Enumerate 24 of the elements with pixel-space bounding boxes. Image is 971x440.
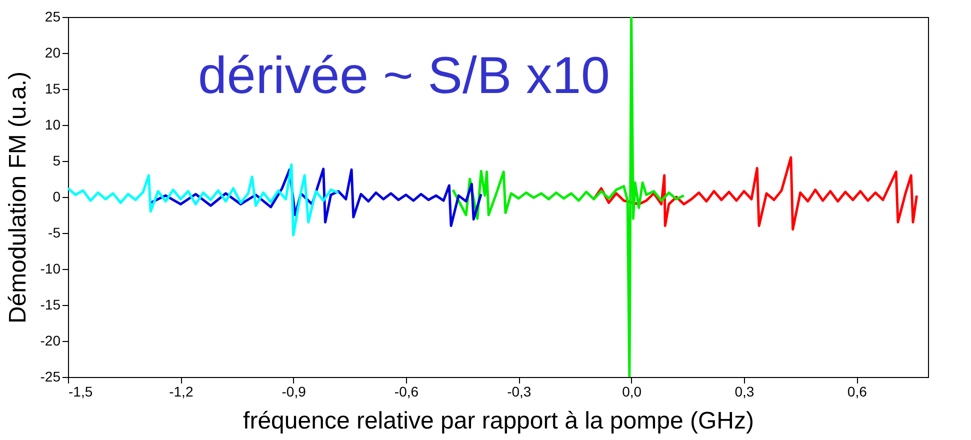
y-tick-label: 0 [52, 188, 61, 204]
y-tick-label: 25 [44, 8, 61, 24]
x-tick-label: -0,6 [394, 384, 419, 400]
x-tick-label: -0,9 [282, 384, 306, 400]
x-tick-label: -0,3 [507, 384, 532, 400]
line-series [68, 163, 340, 236]
y-tick-label: -25 [40, 368, 61, 384]
line-series [592, 156, 918, 231]
y-tick-label: 5 [52, 152, 61, 168]
y-tick-label: -15 [40, 296, 61, 312]
x-axis-title: fréquence relative par rapport à la pompe (GHz) [243, 408, 754, 434]
x-tick-label: 0,0 [622, 384, 642, 400]
x-tick-label: -1,5 [68, 384, 93, 400]
x-tick-label: 0,6 [847, 384, 868, 400]
y-tick-label: 15 [44, 80, 61, 96]
y-tick-label: 20 [44, 44, 61, 60]
y-tick-label: -20 [40, 332, 61, 348]
x-tick-label: -1,2 [169, 384, 194, 400]
y-axis-title: Démodulation FM (u.a.) [4, 71, 32, 324]
y-tick-label: -5 [48, 224, 61, 240]
y-tick-label: 10 [44, 116, 61, 132]
y-tick-label: -10 [40, 260, 61, 276]
annotation: dérivée ~ S/B x10 [198, 47, 610, 105]
x-tick-label: 0,3 [734, 384, 754, 400]
